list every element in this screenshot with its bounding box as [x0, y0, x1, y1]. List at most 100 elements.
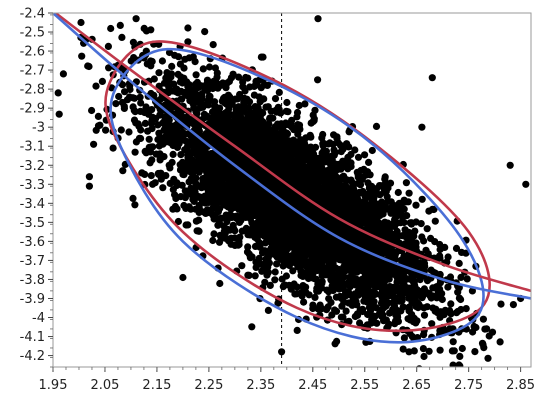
scatter-point	[170, 176, 177, 183]
scatter-point	[302, 244, 309, 251]
scatter-point	[208, 135, 215, 142]
scatter-point	[405, 304, 412, 311]
scatter-point	[268, 214, 275, 221]
scatter-point	[408, 219, 415, 226]
scatter-point	[209, 237, 216, 244]
scatter-point	[125, 128, 132, 135]
scatter-point	[200, 65, 207, 72]
scatter-point	[457, 296, 464, 303]
scatter-point	[359, 188, 366, 195]
scatter-point	[312, 144, 319, 151]
scatter-point	[319, 140, 326, 147]
scatter-point	[244, 243, 251, 250]
scatter-point	[471, 323, 478, 330]
scatter-point	[265, 233, 272, 240]
scatter-point	[259, 118, 266, 125]
scatter-point	[333, 133, 340, 140]
scatter-point	[350, 191, 357, 198]
scatter-point	[272, 179, 279, 186]
scatter-point	[310, 169, 317, 176]
scatter-point	[373, 320, 380, 327]
scatter-point	[436, 252, 443, 259]
scatter-point	[243, 141, 250, 148]
scatter-point	[280, 262, 287, 269]
scatter-point	[305, 275, 312, 282]
scatter-point	[456, 353, 463, 360]
scatter-point	[243, 162, 250, 169]
scatter-point	[319, 150, 326, 157]
scatter-point	[266, 223, 273, 230]
scatter-point	[137, 108, 144, 115]
scatter-point	[354, 169, 361, 176]
scatter-point	[266, 115, 273, 122]
scatter-point	[241, 193, 248, 200]
scatter-point	[169, 123, 176, 130]
scatter-point	[148, 106, 155, 113]
scatter-point	[119, 167, 126, 174]
scatter-point	[416, 302, 423, 309]
scatter-point	[357, 181, 364, 188]
scatter-point	[450, 338, 457, 345]
scatter-point	[376, 261, 383, 268]
scatter-point	[189, 119, 196, 126]
scatter-point	[184, 144, 191, 151]
scatter-point	[431, 238, 438, 245]
scatter-point	[262, 256, 269, 263]
scatter-point	[318, 265, 325, 272]
scatter-point	[90, 141, 97, 148]
scatter-point	[487, 399, 494, 406]
scatter-point	[239, 204, 246, 211]
scatter-point	[318, 170, 325, 177]
scatter-point	[203, 169, 210, 176]
scatter-point	[259, 249, 266, 256]
scatter-point	[192, 138, 199, 145]
scatter-point	[168, 63, 175, 70]
scatter-point	[92, 83, 99, 90]
scatter-point	[349, 263, 356, 270]
scatter-point	[359, 174, 366, 181]
scatter-point	[306, 226, 313, 233]
scatter-point	[366, 182, 373, 189]
scatter-point	[95, 122, 102, 129]
scatter-point	[400, 346, 407, 353]
scatter-point	[196, 209, 203, 216]
scatter-point	[369, 261, 376, 268]
scatter-point	[193, 71, 200, 78]
scatter-point	[155, 69, 162, 76]
scatter-point	[384, 299, 391, 306]
scatter-point	[332, 340, 339, 347]
scatter-point	[119, 99, 126, 106]
scatter-point	[335, 165, 342, 172]
scatter-point	[235, 74, 242, 81]
scatter-point	[394, 314, 401, 321]
scatter-point	[315, 288, 322, 295]
scatter-point	[237, 213, 244, 220]
scatter-point	[306, 154, 313, 161]
scatter-point	[420, 237, 427, 244]
scatter-point	[359, 306, 366, 313]
scatter-point	[184, 24, 191, 31]
scatter-point	[271, 276, 278, 283]
scatter-point	[271, 251, 278, 258]
scatter-point	[173, 182, 180, 189]
scatter-point	[384, 184, 391, 191]
scatter-point	[397, 307, 404, 314]
scatter-point	[229, 133, 236, 140]
scatter-point	[419, 196, 426, 203]
scatter-point	[318, 214, 325, 221]
scatter-point	[293, 236, 300, 243]
scatter-point	[265, 103, 272, 110]
scatter-point	[126, 86, 133, 93]
scatter-point	[302, 134, 309, 141]
scatter-point	[446, 389, 453, 396]
scatter-point	[378, 198, 385, 205]
scatter-point	[44, 3, 51, 10]
scatter-point	[540, 346, 547, 353]
scatter-point	[228, 235, 235, 242]
scatter-point	[361, 280, 368, 287]
scatter-point	[107, 25, 114, 32]
scatter-point	[329, 264, 336, 271]
scatter-point	[249, 141, 256, 148]
scatter-point	[317, 187, 324, 194]
scatter-point	[157, 156, 164, 163]
